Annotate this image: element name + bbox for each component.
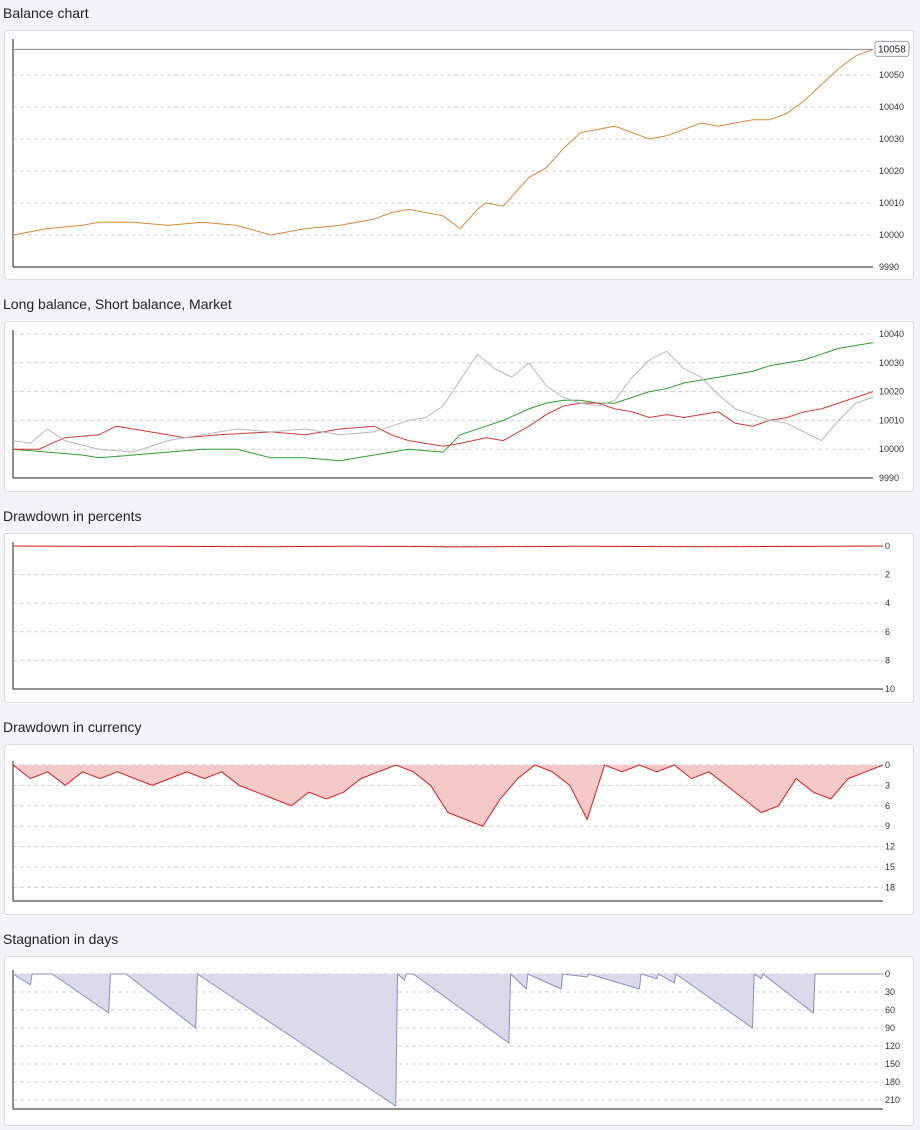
stagnation-days-title: Stagnation in days: [3, 931, 119, 947]
drawdown-currency-line: [12, 764, 884, 827]
balance-line: [12, 48, 874, 236]
y-tick-label: 10000: [879, 444, 904, 454]
y-tick-label: 0: [885, 541, 890, 551]
long-balance-line: [12, 342, 874, 462]
y-tick-label: 210: [885, 1095, 900, 1105]
y-tick-label: 9990: [879, 473, 899, 483]
y-tick-label: 8: [885, 655, 890, 665]
drawdown-percent-svg[interactable]: 0 2 4 6 8 10: [5, 534, 913, 702]
y-tick-label: 150: [885, 1059, 900, 1069]
drawdown-percent-panel: 0 2 4 6 8 10: [4, 533, 914, 703]
long-short-market-title: Long balance, Short balance, Market: [3, 296, 232, 312]
stagnation-days-svg[interactable]: 0 30 60 90 120 150 180 210: [5, 957, 913, 1125]
drawdown-percent-line: [12, 545, 884, 548]
y-tick-label: 10040: [879, 102, 904, 112]
balance-chart-panel: 9990 10000 10010 10020 10030 10040 10050 10058: [4, 30, 914, 280]
y-tick-label: 10020: [879, 387, 904, 397]
drawdown-currency-line-fill: [13, 765, 883, 827]
y-tick-label: 10020: [879, 166, 904, 176]
stagnation-line: [12, 972, 883, 1107]
y-tick-label: 120: [885, 1041, 900, 1051]
y-tick-label: 4: [885, 598, 890, 608]
y-tick-label: 18: [885, 882, 895, 892]
y-tick-label: 0: [885, 969, 890, 979]
y-tick-label: 15: [885, 862, 895, 872]
long-short-market-svg[interactable]: 9990 10000 10010 10020 10030 10040: [5, 322, 913, 491]
y-tick-label: 6: [885, 801, 890, 811]
short-balance-line: [13, 391, 874, 450]
stagnation-days-panel: 0 30 60 90 120 150 180 210: [4, 956, 914, 1126]
y-tick-label: 10050: [879, 70, 904, 80]
y-tick-label: 10: [885, 684, 895, 694]
y-tick-label: 2: [885, 570, 890, 580]
y-tick-label: 90: [885, 1023, 895, 1033]
drawdown-percent-title: Drawdown in percents: [3, 508, 142, 524]
y-tick-label: 10030: [879, 358, 904, 368]
y-tick-label: 10030: [879, 134, 904, 144]
y-tick-label: 6: [885, 627, 890, 637]
last-value-box: [874, 40, 910, 57]
y-tick-label: 10000: [879, 230, 904, 240]
balance-chart-svg[interactable]: 9990 10000 10010 10020 10030 10040 10050 10058: [5, 31, 913, 279]
drawdown-currency-svg[interactable]: 0 3 6 9 12 15 18: [5, 745, 913, 914]
long-short-market-panel: 9990 10000 10010 10020 10030 10040: [4, 321, 914, 492]
stagnation-line-fill: [13, 974, 883, 1106]
y-tick-label: 9: [885, 821, 890, 831]
y-tick-label: 9990: [879, 262, 899, 272]
drawdown-currency-panel: 0 3 6 9 12 15 18: [4, 744, 914, 915]
drawdown-currency-title: Drawdown in currency: [3, 719, 142, 735]
y-tick-label: 12: [885, 842, 895, 852]
last-value-label: 10058: [878, 44, 906, 55]
y-tick-label: 10040: [879, 329, 904, 339]
y-tick-label: 180: [885, 1077, 900, 1087]
y-tick-label: 30: [885, 987, 895, 997]
y-tick-label: 10010: [879, 198, 904, 208]
y-tick-label: 10010: [879, 415, 904, 425]
balance-chart-title: Balance chart: [3, 5, 89, 21]
market-line: [12, 350, 874, 453]
y-tick-label: 0: [885, 760, 890, 770]
y-tick-label: 60: [885, 1005, 895, 1015]
y-tick-label: 3: [885, 780, 890, 790]
